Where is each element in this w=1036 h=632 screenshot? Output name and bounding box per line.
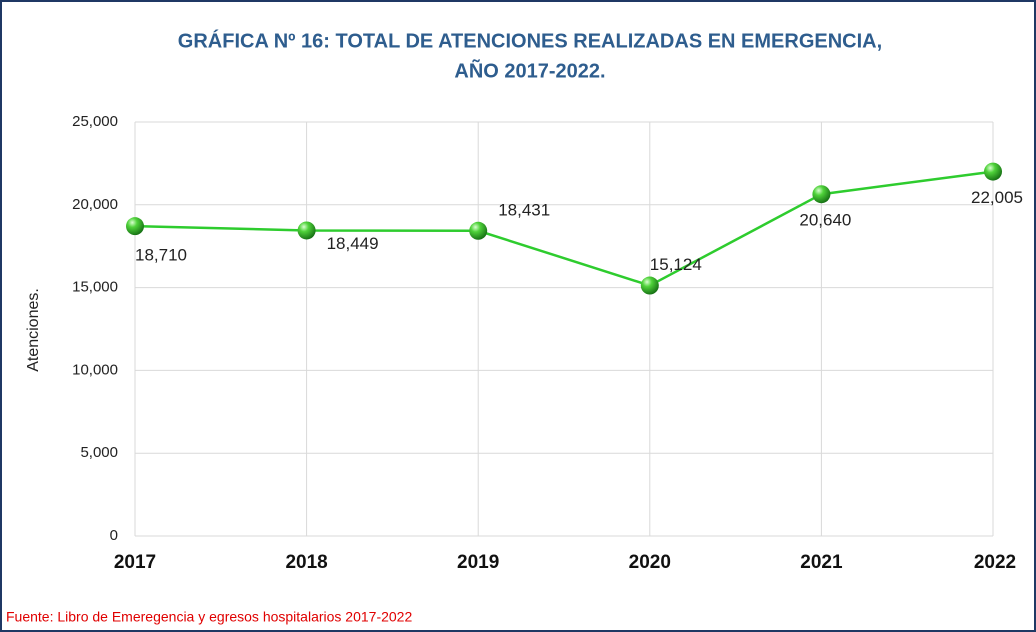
marker [640,276,659,295]
x-tick-label: 2018 [285,552,327,573]
data-label: 18,449 [327,234,379,253]
marker [984,162,1002,181]
x-tick-label: 2020 [629,552,671,573]
data-label: 18,710 [135,246,187,265]
marker [297,221,316,240]
chart-title: AÑO 2017-2022. [454,59,605,82]
marker [812,185,831,204]
marker [126,217,144,236]
y-tick-label: 15,000 [72,279,118,296]
chart-title: GRÁFICA Nº 16: TOTAL DE ATENCIONES REALI… [178,29,882,52]
x-tick-label: 2019 [457,552,499,573]
data-label: 20,640 [799,211,851,230]
source-note: Fuente: Libro de Emeregencia y egresos h… [6,609,412,625]
x-tick-label: 2022 [974,552,1016,573]
line [134,170,994,287]
y-tick-label: 20,000 [72,196,118,213]
x-tick-label: 2021 [800,552,843,573]
x-tick-label: 2017 [114,552,156,573]
y-tick-label: 0 [110,527,118,544]
y-tick-label: 5,000 [80,444,118,461]
y-tick-label: 25,000 [72,113,118,130]
y-axis-label: Atenciones. [25,288,42,372]
data-label: 18,431 [498,200,550,219]
y-tick-label: 10,000 [72,361,118,378]
data-label: 22,005 [971,188,1023,207]
marker [469,221,488,240]
data-label: 15,124 [650,255,702,274]
